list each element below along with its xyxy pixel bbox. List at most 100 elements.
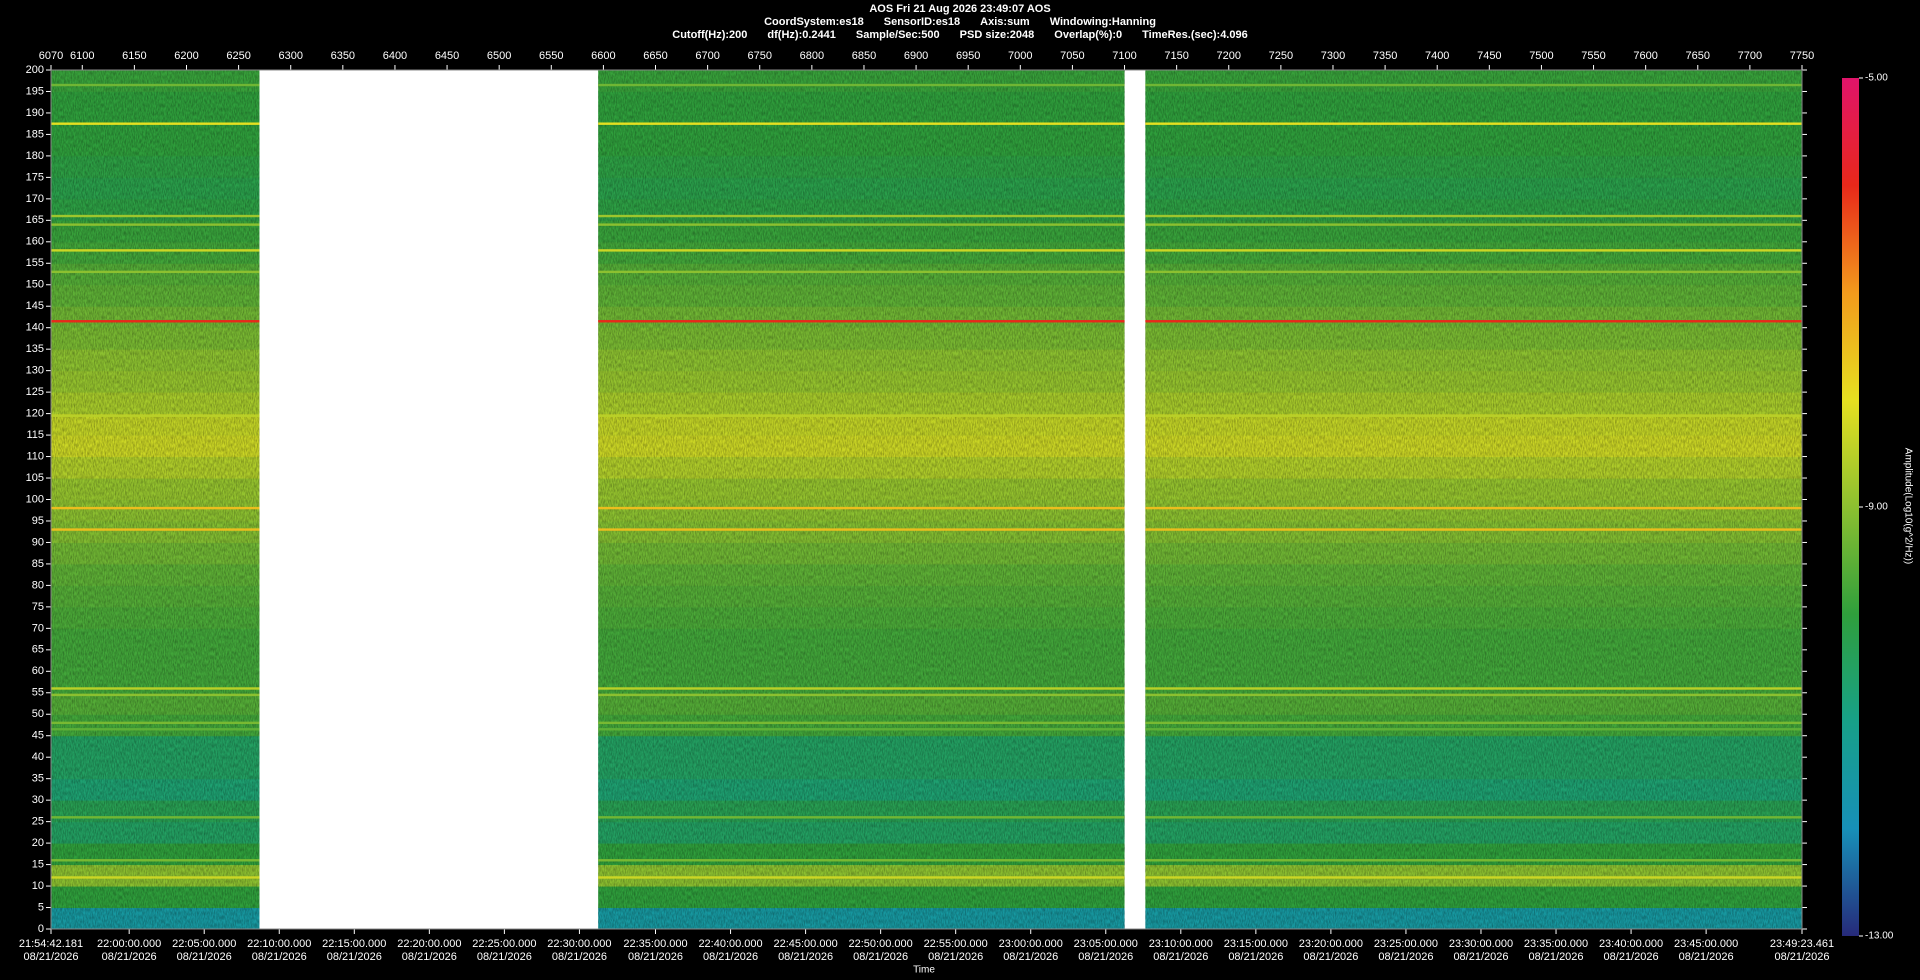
x-tick-label: 6600 <box>591 50 615 62</box>
y-tick-label: 180 <box>26 150 44 162</box>
date-tick-label: 08/21/2026 <box>327 951 382 963</box>
x-tick-label: 7300 <box>1321 50 1345 62</box>
y-tick-label: 35 <box>32 773 44 785</box>
y-tick-label: 75 <box>32 601 44 613</box>
time-tick-label: 22:40:00.000 <box>698 938 762 950</box>
y-tick-label: 55 <box>32 687 44 699</box>
x-tick-label: 6800 <box>800 50 824 62</box>
colorbar-label: Amplitude(Log10(g^2/Hz)) <box>1902 448 1913 564</box>
date-tick-label: 08/21/2026 <box>1679 951 1734 963</box>
tone-line <box>1145 223 1802 226</box>
x-tick-label: 7200 <box>1217 50 1241 62</box>
x-tick-label: 7650 <box>1686 50 1710 62</box>
x-tick-label: 6100 <box>70 50 94 62</box>
y-tick-label: 95 <box>32 515 44 527</box>
time-tick-label: 22:05:00.000 <box>172 938 236 950</box>
y-tick-label: 60 <box>32 665 44 677</box>
colorbar <box>1842 78 1859 936</box>
subtitle-field: Axis:sum <box>980 16 1030 28</box>
date-tick-label: 08/21/2026 <box>1003 951 1058 963</box>
time-tick-label: 23:20:00.000 <box>1299 938 1363 950</box>
tone-line <box>51 83 260 87</box>
time-tick-label: 23:30:00.000 <box>1449 938 1513 950</box>
x-tick-label: 6650 <box>643 50 667 62</box>
x-tick-label: 7050 <box>1060 50 1084 62</box>
x-tick-label: 6850 <box>852 50 876 62</box>
tone-line <box>51 223 260 226</box>
subtitle-field: df(Hz):0.2441 <box>767 29 836 41</box>
y-tick-label: 160 <box>26 236 44 248</box>
y-tick-label: 30 <box>32 794 44 806</box>
y-tick-label: 70 <box>32 622 44 634</box>
time-tick-label: 23:15:00.000 <box>1224 938 1288 950</box>
date-tick-label: 08/21/2026 <box>1228 951 1283 963</box>
tone-line <box>598 528 1125 531</box>
time-tick-label: 23:45:00.000 <box>1674 938 1738 950</box>
tone-line <box>598 859 1125 862</box>
x-axis-label: Time <box>913 965 935 976</box>
time-tick-label: 22:10:00.000 <box>247 938 311 950</box>
y-tick-label: 85 <box>32 558 44 570</box>
tone-line <box>598 214 1125 218</box>
tone-line <box>1145 859 1802 862</box>
date-tick-label: 08/21/2026 <box>23 951 78 963</box>
tone-line <box>51 528 260 531</box>
y-tick-label: 125 <box>26 386 44 398</box>
y-tick-label: 165 <box>26 214 44 226</box>
date-tick-label: 08/21/2026 <box>853 951 908 963</box>
x-tick-label: 7600 <box>1633 50 1657 62</box>
time-tick-label: 21:54:42.181 <box>19 938 83 950</box>
tone-line <box>1145 728 1802 731</box>
x-tick-label: 7000 <box>1008 50 1032 62</box>
x-tick-label: 6900 <box>904 50 928 62</box>
tone-line <box>598 320 1125 323</box>
y-tick-label: 20 <box>32 837 44 849</box>
y-tick-label: 100 <box>26 493 44 505</box>
x-tick-label: 6350 <box>331 50 355 62</box>
y-tick-label: 140 <box>26 322 44 334</box>
tone-line <box>51 816 260 819</box>
tone-line <box>598 721 1125 725</box>
time-tick-label: 23:35:00.000 <box>1524 938 1588 950</box>
x-tick-label: 6400 <box>383 50 407 62</box>
tone-line <box>598 83 1125 87</box>
date-tick-label: 08/21/2026 <box>703 951 758 963</box>
colorbar-tick-label: -9.00 <box>1865 502 1888 513</box>
x-tick-label: 6070 <box>39 50 63 62</box>
y-tick-label: 120 <box>26 408 44 420</box>
y-tick-label: 150 <box>26 279 44 291</box>
subtitle-field: CoordSystem:es18 <box>764 16 864 28</box>
subtitle-field: SensorID:es18 <box>883 16 961 28</box>
subtitle: Cutoff(Hz):200 df(Hz):0.2441 Sample/Sec:50… <box>0 29 1920 42</box>
y-tick-label: 15 <box>32 858 44 870</box>
tone-line <box>1145 414 1802 417</box>
date-tick-label: 08/21/2026 <box>1078 951 1133 963</box>
x-tick-label: 7700 <box>1738 50 1762 62</box>
y-tick-label: 80 <box>32 579 44 591</box>
time-tick-label: 22:50:00.000 <box>849 938 913 950</box>
x-tick-label: 7500 <box>1529 50 1553 62</box>
tone-line <box>1145 83 1802 87</box>
y-tick-label: 130 <box>26 365 44 377</box>
date-tick-label: 08/21/2026 <box>177 951 232 963</box>
tone-line <box>1145 693 1802 697</box>
y-tick-label: 50 <box>32 708 44 720</box>
date-tick-label: 08/21/2026 <box>1303 951 1358 963</box>
time-tick-label: 22:00:00.000 <box>97 938 161 950</box>
texture <box>1145 70 1802 929</box>
tone-line <box>598 876 1125 879</box>
tone-line <box>51 249 260 252</box>
y-tick-label: 110 <box>26 450 44 462</box>
tone-line <box>51 693 260 697</box>
tone-line <box>1145 249 1802 252</box>
tone-line <box>1145 687 1802 690</box>
tone-line <box>51 721 260 725</box>
tone-line <box>1145 214 1802 218</box>
y-tick-label: 190 <box>26 107 44 119</box>
y-tick-label: 10 <box>32 880 44 892</box>
x-tick-label: 7550 <box>1581 50 1605 62</box>
x-tick-label: 6550 <box>539 50 563 62</box>
time-tick-label: 22:20:00.000 <box>397 938 461 950</box>
y-tick-label: 105 <box>26 472 44 484</box>
